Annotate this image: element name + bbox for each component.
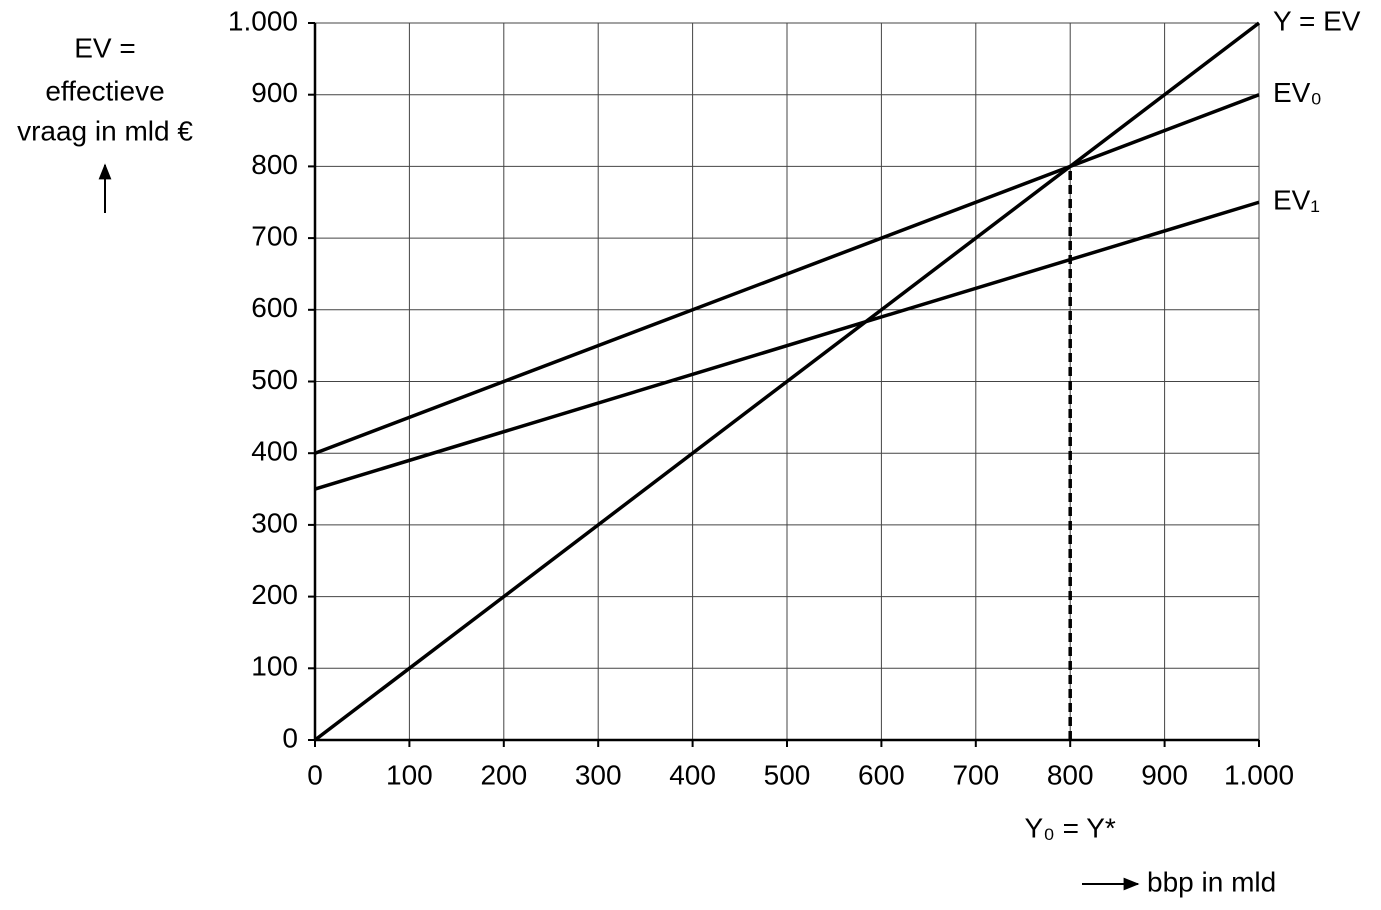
x-tick-label: 100 (386, 759, 433, 790)
series-label: Y = EV (1273, 5, 1361, 36)
line (314, 200, 1260, 491)
y-axis-label: vraag in mld € (17, 115, 193, 146)
y-tick-label: 300 (251, 507, 298, 538)
y-tick-label: 200 (251, 579, 298, 610)
series-label: EV₁ (1273, 185, 1320, 216)
x-tick-label: 200 (480, 759, 527, 790)
y-tick-label: 1.000 (228, 5, 298, 36)
x-tick-label: 0 (307, 759, 323, 790)
x-tick-label: 300 (575, 759, 622, 790)
x-tick-label: 700 (952, 759, 999, 790)
x-tick-label: 800 (1047, 759, 1094, 790)
y-axis-label: effectieve (45, 75, 164, 106)
y-tick-label: 400 (251, 436, 298, 467)
y-tick-label: 0 (282, 722, 298, 753)
y-tick-label: 700 (251, 220, 298, 251)
x-tick-label: 500 (764, 759, 811, 790)
y-axis-label: EV = (74, 32, 135, 63)
series-label: EV₀ (1273, 77, 1322, 108)
x-tick-label: 1.000 (1224, 759, 1294, 790)
y-tick-label: 600 (251, 292, 298, 323)
x-tick-label: 900 (1141, 759, 1188, 790)
y-tick-label: 800 (251, 149, 298, 180)
y-tick-label: 100 (251, 651, 298, 682)
x-tick-label: 600 (858, 759, 905, 790)
y-tick-label: 500 (251, 364, 298, 395)
reference-label: Y₀ = Y* (1025, 812, 1116, 843)
y-tick-label: 900 (251, 77, 298, 108)
x-tick-label: 400 (669, 759, 716, 790)
x-axis-label: bbp in mld (1147, 866, 1276, 897)
line (314, 93, 1260, 455)
line (313, 21, 1261, 742)
